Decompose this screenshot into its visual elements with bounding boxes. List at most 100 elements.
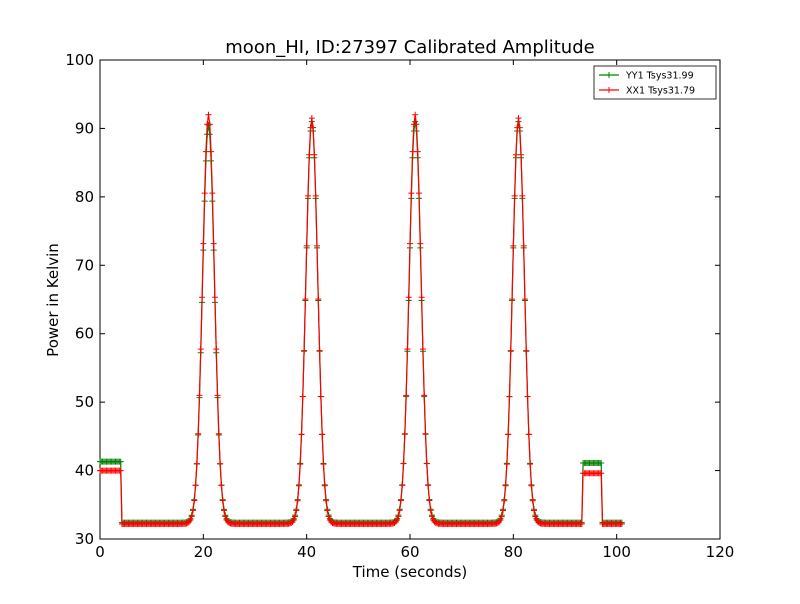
data-point — [321, 482, 328, 489]
plot-area: 0 20 40 60 80 100 120 30 40 50 60 70 80 90 100 — [65, 51, 734, 561]
data-point — [293, 507, 300, 514]
data-point — [502, 482, 509, 489]
data-point — [302, 296, 309, 303]
data-point — [519, 192, 526, 199]
data-point — [397, 497, 404, 504]
data-point — [432, 519, 439, 526]
data-point — [214, 392, 221, 399]
data-point — [325, 513, 332, 520]
data-point — [527, 461, 534, 468]
data-point — [395, 513, 402, 520]
plot-frame — [99, 59, 721, 540]
data-point — [199, 294, 206, 301]
series-1 — [97, 111, 625, 527]
data-point — [598, 460, 605, 467]
data-point — [497, 516, 504, 523]
legend: YY1 Tsys31.99 XX1 Tsys31.79 — [593, 65, 717, 100]
data-point — [529, 497, 536, 504]
data-point — [396, 507, 403, 514]
data-point — [316, 347, 323, 354]
data-point — [578, 520, 585, 527]
x-tick-label: 40 — [297, 543, 316, 561]
data-point — [201, 190, 208, 197]
data-point — [209, 190, 216, 197]
data-point — [306, 151, 313, 158]
data-point — [425, 482, 432, 489]
data-point — [520, 242, 527, 249]
data-point — [188, 513, 195, 520]
data-point — [210, 240, 217, 247]
data-point — [618, 520, 625, 527]
data-point — [528, 482, 535, 489]
data-point — [197, 346, 204, 353]
data-point — [501, 497, 508, 504]
data-point — [308, 115, 315, 122]
data-point — [310, 124, 317, 131]
data-point — [187, 516, 194, 523]
data-point — [523, 347, 530, 354]
data-point — [426, 497, 433, 504]
data-point — [299, 393, 306, 400]
data-point — [195, 430, 202, 437]
y-tick-label: 90 — [75, 119, 94, 137]
data-point — [518, 151, 525, 158]
x-tick-label: 0 — [95, 543, 105, 561]
data-point — [401, 430, 408, 437]
data-point — [423, 460, 430, 467]
data-point — [413, 121, 420, 128]
x-tick-label: 120 — [706, 543, 735, 561]
data-point — [414, 148, 421, 155]
legend-marker — [606, 87, 612, 93]
data-point — [192, 482, 199, 489]
data-point — [509, 296, 516, 303]
data-point — [408, 190, 415, 197]
data-point — [498, 513, 505, 520]
data-point — [215, 430, 222, 437]
data-point — [311, 151, 318, 158]
data-point — [117, 467, 124, 474]
y-tick-label: 70 — [75, 256, 94, 274]
data-point — [427, 507, 434, 514]
data-point — [416, 190, 423, 197]
data-point — [217, 460, 224, 467]
x-tick-label: 80 — [504, 543, 523, 561]
y-tick-label: 60 — [75, 325, 94, 343]
data-point — [394, 516, 401, 523]
x-tick-label: 100 — [602, 543, 631, 561]
data-point — [298, 431, 305, 438]
data-point — [226, 519, 233, 526]
data-point — [288, 519, 295, 526]
data-point — [400, 460, 407, 467]
y-tick-label: 100 — [65, 51, 94, 69]
data-point — [507, 347, 514, 354]
data-point — [391, 519, 398, 526]
data-point — [510, 242, 517, 249]
y-tick-label: 50 — [75, 393, 94, 411]
data-point — [312, 192, 319, 199]
data-point — [532, 513, 539, 520]
data-point — [211, 294, 218, 301]
data-point — [536, 519, 543, 526]
data-point — [314, 242, 320, 249]
data-point — [418, 294, 425, 301]
data-point — [117, 458, 124, 465]
data-point — [531, 507, 537, 514]
data-point — [190, 507, 196, 514]
data-point — [409, 148, 416, 155]
data-point — [428, 513, 435, 520]
data-point — [218, 482, 225, 489]
legend-label: XX1 Tsys31.79 — [626, 86, 695, 97]
data-point — [202, 148, 209, 155]
data-point — [193, 460, 200, 467]
data-point — [399, 482, 406, 489]
data-point — [290, 516, 297, 523]
x-tick-label: 20 — [194, 543, 213, 561]
data-point — [598, 470, 605, 477]
x-tick-label: 60 — [400, 543, 419, 561]
data-point — [500, 507, 506, 514]
data-point — [200, 240, 207, 247]
y-tick-label: 30 — [75, 530, 94, 548]
data-point — [323, 497, 330, 504]
data-point — [405, 294, 412, 301]
data-point — [304, 192, 311, 199]
